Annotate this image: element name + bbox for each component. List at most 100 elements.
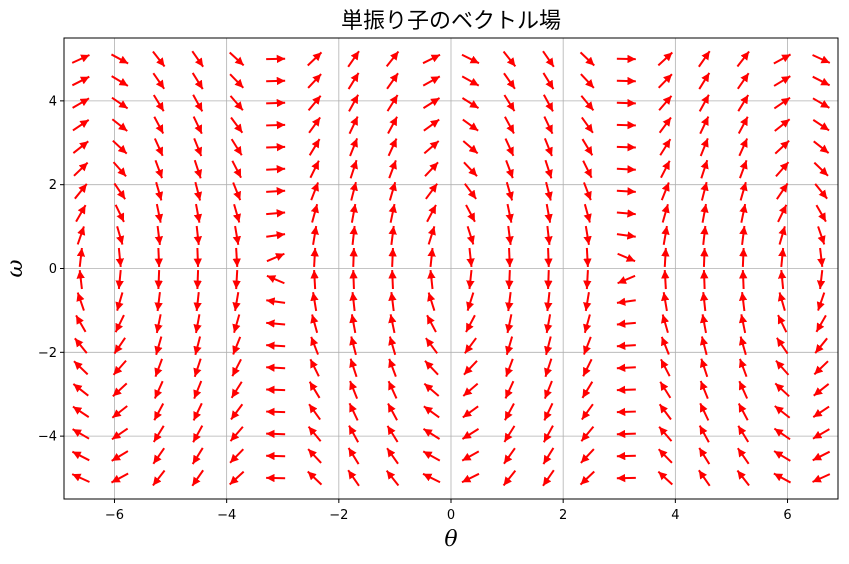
field-arrow [114, 183, 125, 199]
field-arrow [581, 471, 595, 484]
field-arrow [231, 118, 242, 133]
field-arrow [662, 182, 669, 200]
field-arrow [504, 52, 516, 67]
field-arrow [617, 125, 636, 126]
field-arrow [462, 98, 478, 108]
field-arrow [424, 384, 438, 396]
field-arrow [76, 205, 85, 221]
field-arrow [314, 248, 315, 267]
field-arrow [463, 406, 478, 417]
field-arrow [617, 234, 636, 237]
field-arrow [617, 389, 636, 390]
field-arrow [431, 248, 433, 267]
field-arrow [387, 73, 398, 89]
field-arrow [504, 426, 514, 442]
field-arrow [308, 74, 321, 88]
field-arrow [813, 452, 830, 461]
field-arrow [586, 226, 589, 245]
field-arrow [348, 51, 359, 67]
field-arrow [266, 345, 285, 346]
field-arrow [547, 204, 550, 223]
field-arrow [155, 139, 163, 156]
field-arrow [266, 367, 285, 368]
field-arrow [545, 359, 551, 377]
field-arrow [266, 213, 285, 215]
field-arrow [391, 314, 395, 333]
field-arrow [617, 147, 636, 148]
field-arrow [314, 270, 315, 289]
field-arrow [463, 120, 478, 131]
field-arrow [350, 403, 358, 420]
field-arrow [429, 293, 435, 311]
field-arrow [583, 161, 591, 178]
field-arrow [663, 204, 668, 222]
field-arrow [309, 117, 320, 132]
field-arrow [197, 292, 199, 311]
field-arrow [504, 471, 516, 486]
x-tick-label: −2 [329, 508, 348, 523]
field-arrow [388, 404, 397, 421]
field-arrow [195, 160, 201, 178]
field-arrow [545, 138, 552, 156]
field-arrow [663, 315, 668, 333]
field-arrow [462, 429, 478, 439]
field-arrow [659, 449, 672, 463]
field-arrow [387, 448, 398, 464]
field-arrow [700, 403, 708, 420]
field-arrow [816, 205, 825, 221]
field-arrow [617, 367, 636, 368]
field-arrow [427, 205, 436, 222]
field-arrow [548, 270, 549, 289]
y-tick-label: −4 [38, 430, 57, 445]
field-arrow [233, 182, 240, 200]
field-arrow [153, 73, 164, 89]
field-arrow [468, 293, 474, 311]
field-arrow [700, 95, 709, 112]
field-arrow [704, 248, 705, 267]
field-arrow [76, 315, 85, 331]
field-arrow [230, 449, 243, 463]
y-tick-label: 0 [49, 262, 57, 277]
field-arrow [587, 270, 588, 289]
field-arrow [389, 381, 397, 398]
field-arrow [158, 270, 159, 289]
field-arrow [504, 73, 515, 89]
field-arrow [737, 471, 749, 486]
field-arrow [660, 118, 671, 133]
field-arrow [232, 161, 241, 178]
field-arrow [504, 95, 514, 111]
field-arrow [387, 52, 399, 67]
field-arrow [464, 162, 477, 176]
field-arrow [738, 73, 749, 89]
field-arrow [699, 448, 709, 464]
field-arrow [704, 270, 705, 289]
field-arrow [776, 162, 789, 176]
field-arrow [388, 117, 397, 134]
field-arrow [197, 226, 199, 245]
y-tick-label: 4 [49, 94, 57, 109]
field-arrow [230, 472, 244, 485]
field-arrow [462, 451, 479, 460]
field-arrow [235, 292, 238, 311]
field-arrow [312, 204, 317, 222]
field-arrow [423, 55, 440, 63]
field-arrow [814, 163, 828, 176]
field-arrow [544, 403, 552, 420]
field-arrow [154, 403, 163, 420]
field-arrow [194, 403, 202, 420]
field-arrow [153, 471, 165, 486]
field-arrow [740, 359, 747, 377]
field-arrow [780, 292, 785, 310]
field-arrow [547, 226, 549, 245]
field-arrow [581, 427, 593, 442]
field-arrow [233, 337, 240, 355]
field-arrow [815, 338, 827, 353]
x-tick-label: 0 [447, 508, 455, 523]
field-arrow [464, 361, 477, 375]
field-arrow [661, 161, 670, 178]
field-arrow [509, 270, 510, 289]
field-arrow [462, 474, 479, 482]
field-arrow [73, 98, 89, 108]
field-arrow [353, 226, 355, 245]
field-arrow [230, 53, 244, 66]
